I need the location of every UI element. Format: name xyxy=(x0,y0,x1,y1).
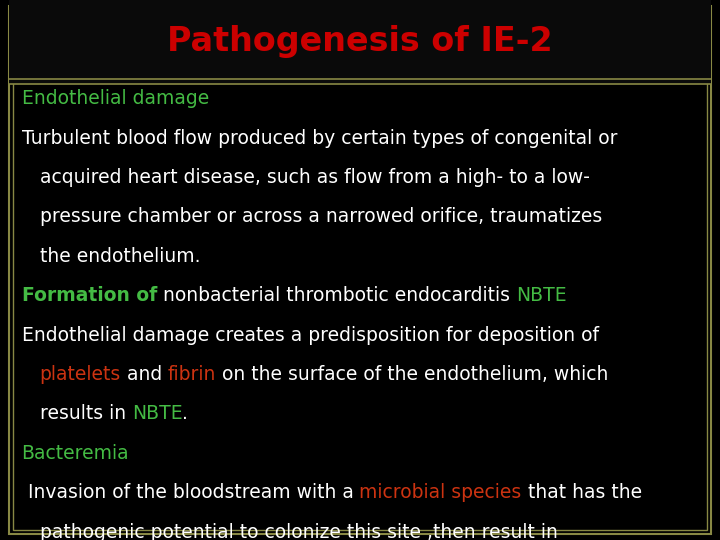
Text: .: . xyxy=(182,404,188,423)
Text: Bacteremia: Bacteremia xyxy=(22,444,129,463)
Text: acquired heart disease, such as flow from a high- to a low-: acquired heart disease, such as flow fro… xyxy=(22,168,590,187)
Text: and: and xyxy=(121,365,168,384)
FancyBboxPatch shape xyxy=(9,6,711,534)
Text: Formation of: Formation of xyxy=(22,286,157,305)
Text: Turbulent blood flow produced by certain types of congenital or: Turbulent blood flow produced by certain… xyxy=(22,129,617,147)
Text: that has the: that has the xyxy=(522,483,642,502)
Text: pathogenic potential to colonize this site ,then result in: pathogenic potential to colonize this si… xyxy=(22,523,557,540)
Text: Endothelial damage: Endothelial damage xyxy=(22,89,209,108)
Text: platelets: platelets xyxy=(40,365,121,384)
Text: Invasion of the bloodstream with a: Invasion of the bloodstream with a xyxy=(22,483,359,502)
Text: Endothelial damage creates a predisposition for deposition of: Endothelial damage creates a predisposit… xyxy=(22,326,598,345)
Text: NBTE: NBTE xyxy=(132,404,182,423)
Text: results in: results in xyxy=(22,404,132,423)
Text: pressure chamber or across a narrowed orifice, traumatizes: pressure chamber or across a narrowed or… xyxy=(22,207,602,226)
Text: on the surface of the endothelium, which: on the surface of the endothelium, which xyxy=(217,365,609,384)
Text: NBTE: NBTE xyxy=(516,286,567,305)
Text: the endothelium.: the endothelium. xyxy=(22,247,200,266)
Text: fibrin: fibrin xyxy=(168,365,217,384)
Text: Pathogenesis of IE-2: Pathogenesis of IE-2 xyxy=(167,25,553,58)
Text: nonbacterial thrombotic endocarditis: nonbacterial thrombotic endocarditis xyxy=(157,286,516,305)
FancyBboxPatch shape xyxy=(9,0,711,84)
Text: microbial species: microbial species xyxy=(359,483,522,502)
